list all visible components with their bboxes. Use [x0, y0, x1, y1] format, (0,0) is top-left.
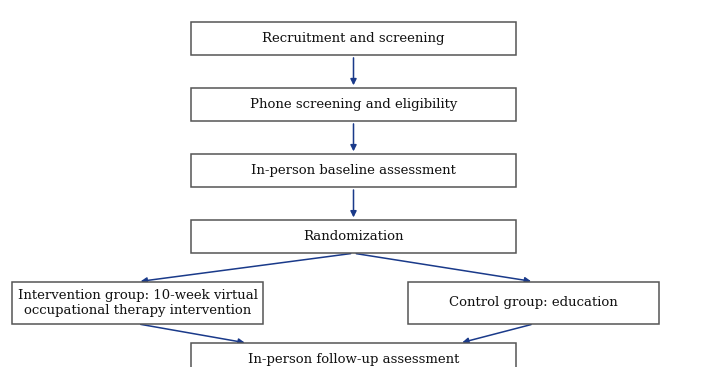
Text: In-person follow-up assessment: In-person follow-up assessment [248, 353, 459, 366]
Text: Randomization: Randomization [303, 230, 404, 243]
Text: Intervention group: 10-week virtual
occupational therapy intervention: Intervention group: 10-week virtual occu… [18, 289, 258, 317]
FancyBboxPatch shape [191, 88, 516, 121]
FancyBboxPatch shape [191, 343, 516, 367]
FancyBboxPatch shape [191, 220, 516, 253]
Text: Control group: education: Control group: education [450, 296, 618, 309]
FancyBboxPatch shape [13, 282, 264, 324]
FancyBboxPatch shape [191, 22, 516, 55]
Text: Recruitment and screening: Recruitment and screening [262, 32, 445, 45]
FancyBboxPatch shape [409, 282, 660, 324]
Text: Phone screening and eligibility: Phone screening and eligibility [250, 98, 457, 111]
Text: In-person baseline assessment: In-person baseline assessment [251, 164, 456, 177]
FancyBboxPatch shape [191, 154, 516, 187]
